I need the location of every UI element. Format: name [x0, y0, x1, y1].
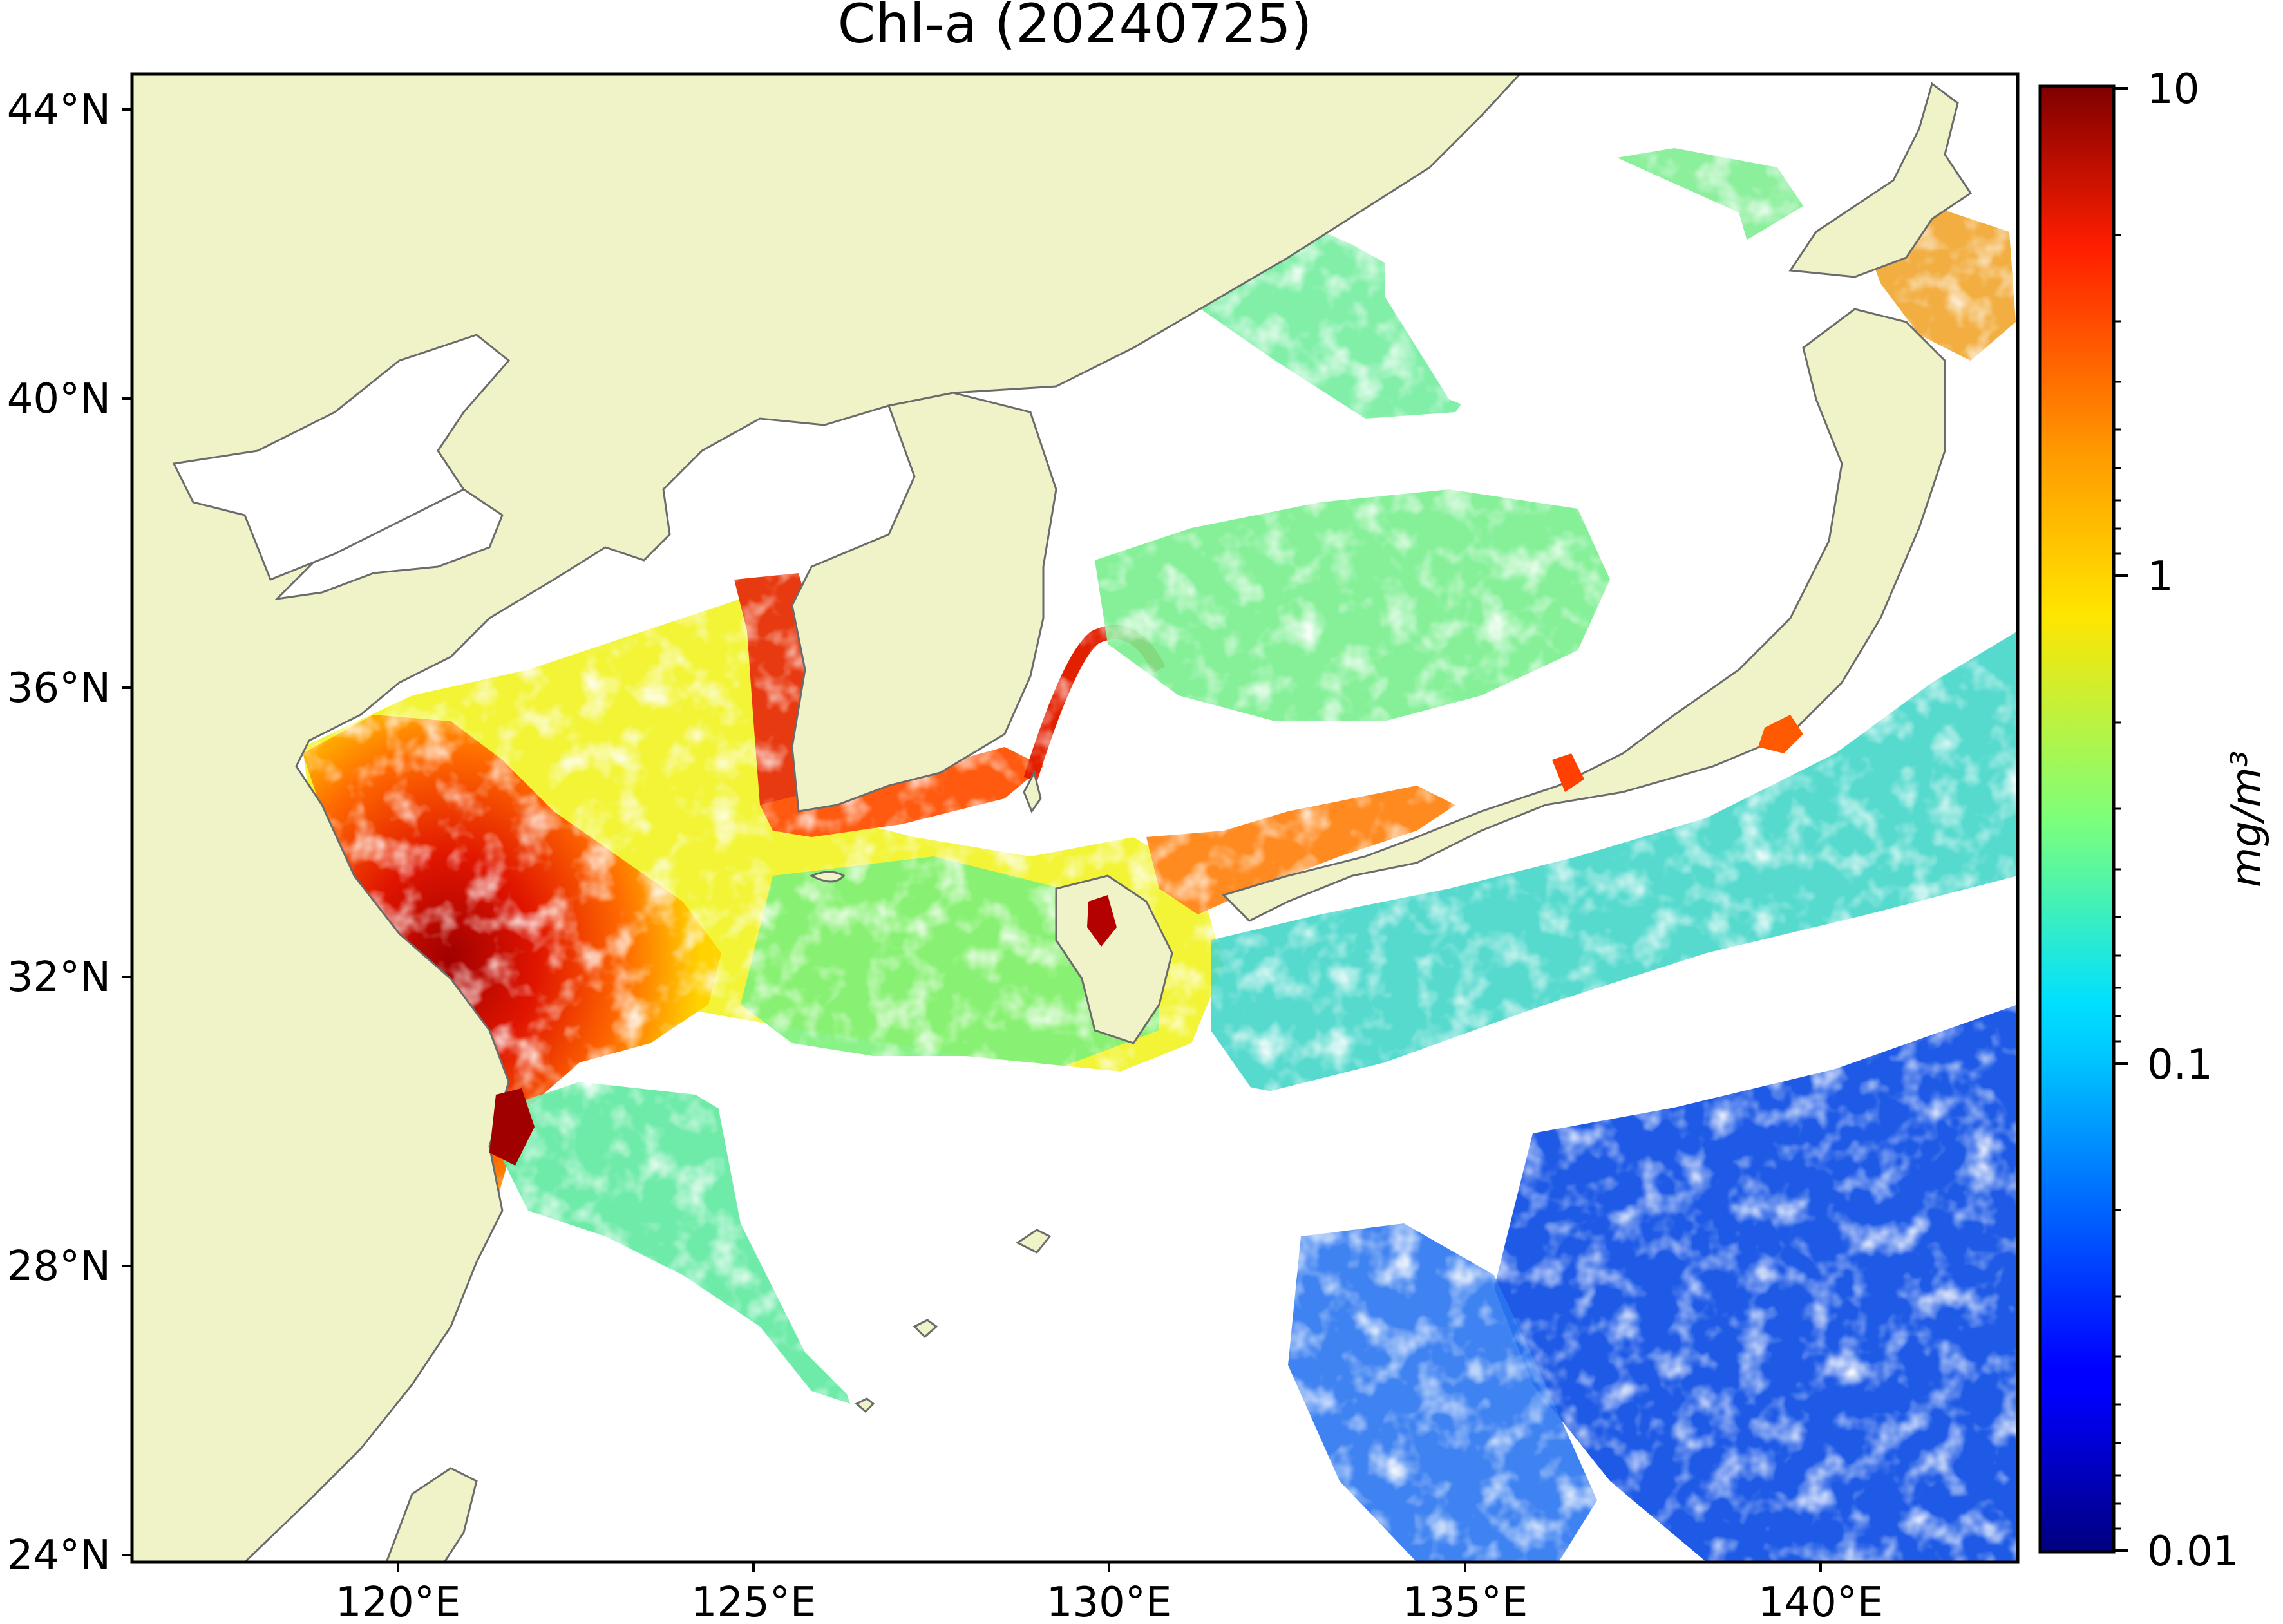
lat-label-44: 44°N — [7, 86, 111, 134]
latitude-axis — [122, 108, 132, 1556]
colorbar-unit-label: mg/m³ — [2223, 751, 2271, 888]
colorbar-major-ticks — [2114, 87, 2128, 1552]
lat-label-32: 32°N — [7, 954, 111, 1001]
longitude-axis — [397, 1562, 1822, 1572]
colorbar-label-1: 1 — [2147, 553, 2174, 601]
lat-label-24: 24°N — [7, 1532, 111, 1580]
land-kyushu — [1055, 874, 1173, 1044]
colorbar: 10 1 0.1 0.01 mg/m³ — [2038, 66, 2271, 1576]
lat-label-40: 40°N — [7, 375, 111, 423]
lon-label-125: 125°E — [691, 1579, 817, 1624]
no-data-gap-central — [708, 1056, 1513, 1417]
lat-label-28: 28°N — [7, 1243, 111, 1290]
land-masses — [132, 74, 1973, 1562]
longitude-labels: 120°E 125°E 130°E 135°E 140°E — [336, 1579, 1884, 1624]
land-ryukyu-2 — [913, 1319, 938, 1339]
no-data-gap-southwest — [399, 1262, 1288, 1562]
lon-label-135: 135°E — [1403, 1579, 1528, 1624]
land-shandong-liaodong-bay — [172, 334, 511, 581]
land-hokkaido — [1788, 82, 1973, 278]
chl-hotspot-ariake-sea — [1087, 895, 1117, 947]
latitude-labels: 44°N 40°N 36°N 32°N 28°N 24°N — [7, 86, 111, 1580]
lon-label-120: 120°E — [336, 1579, 461, 1624]
colorbar-minor-ticks — [2114, 234, 2121, 1530]
lon-label-140: 140°E — [1758, 1579, 1884, 1624]
land-korean-peninsula — [791, 392, 1057, 813]
colorbar-label-10: 10 — [2147, 66, 2199, 113]
colorbar-label-0-1: 0.1 — [2147, 1041, 2213, 1089]
colorbar-gradient — [2038, 84, 2116, 1554]
map-frame — [130, 72, 2020, 1564]
lat-label-36: 36°N — [7, 665, 111, 712]
chl-hotspot-hangzhou-bay — [489, 1088, 535, 1166]
land-ryukyu-3 — [855, 1397, 875, 1413]
chl-hotspot-tokyo-bay — [1758, 715, 1803, 753]
map-title: Chl-a (20240725) — [838, 0, 1312, 55]
map-panel — [132, 74, 2018, 1562]
lon-label-130: 130°E — [1047, 1579, 1172, 1624]
no-data-gap-north-japan-sea — [1385, 129, 1771, 451]
colorbar-tick-labels: 10 1 0.1 0.01 — [2147, 66, 2239, 1576]
land-shikoku-honshu — [1222, 308, 1946, 922]
chl-hotspot-ise-bay — [1552, 753, 1584, 792]
colorbar-label-0-01: 0.01 — [2147, 1528, 2239, 1576]
land-tsushima — [1023, 770, 1042, 814]
land-taiwan — [385, 1467, 478, 1562]
land-ryukyu-1 — [1016, 1229, 1052, 1254]
land-jeju — [809, 871, 846, 883]
